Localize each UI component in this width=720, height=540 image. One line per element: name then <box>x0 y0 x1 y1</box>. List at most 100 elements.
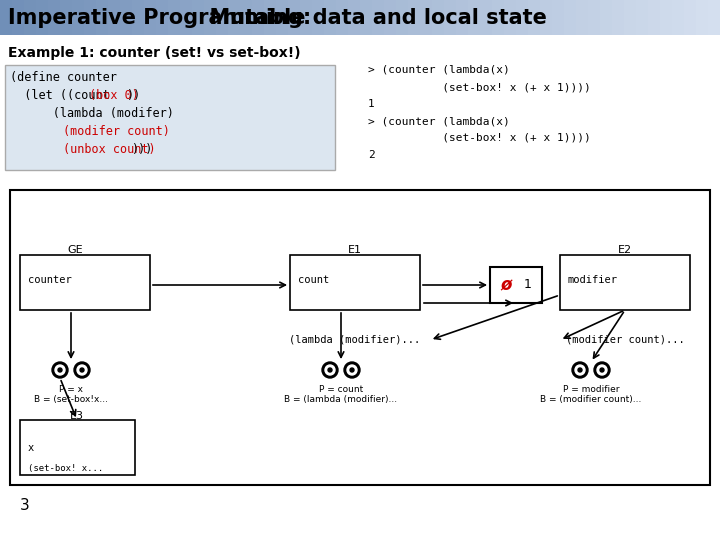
Bar <box>588 0 601 35</box>
Bar <box>192 0 205 35</box>
Bar <box>468 0 481 35</box>
Bar <box>636 0 649 35</box>
Bar <box>300 0 313 35</box>
Bar <box>120 0 133 35</box>
Circle shape <box>77 365 87 375</box>
Text: (set-box! x (+ x 1)))): (set-box! x (+ x 1)))) <box>368 82 590 92</box>
Bar <box>396 0 409 35</box>
Bar <box>612 0 625 35</box>
Bar <box>444 0 457 35</box>
Circle shape <box>344 362 360 378</box>
Text: > (counter (lambda(x): > (counter (lambda(x) <box>368 65 510 75</box>
Text: P = modifier
B = (modifier count)...: P = modifier B = (modifier count)... <box>540 385 642 404</box>
Bar <box>312 0 325 35</box>
Bar <box>108 0 121 35</box>
FancyBboxPatch shape <box>10 190 710 485</box>
Text: Example 1: counter (set! vs set-box!): Example 1: counter (set! vs set-box!) <box>8 46 301 60</box>
Text: E3: E3 <box>70 411 84 421</box>
FancyBboxPatch shape <box>20 420 135 475</box>
FancyBboxPatch shape <box>290 255 420 310</box>
Text: )): )) <box>126 89 140 102</box>
Bar <box>684 0 697 35</box>
Bar <box>60 0 73 35</box>
Text: (unbox count): (unbox count) <box>63 143 156 156</box>
Text: 1: 1 <box>524 279 532 292</box>
Bar <box>132 0 145 35</box>
Bar <box>72 0 85 35</box>
Text: GE: GE <box>67 245 83 255</box>
Text: 1: 1 <box>368 99 374 109</box>
Bar <box>624 0 637 35</box>
Bar <box>456 0 469 35</box>
Bar <box>84 0 97 35</box>
Bar <box>324 0 337 35</box>
Bar <box>348 0 361 35</box>
Bar <box>168 0 181 35</box>
Bar <box>540 0 553 35</box>
Circle shape <box>80 368 84 372</box>
Bar <box>180 0 193 35</box>
Circle shape <box>328 368 332 372</box>
Bar <box>156 0 169 35</box>
Circle shape <box>597 365 607 375</box>
Bar <box>204 0 217 35</box>
Bar <box>24 0 37 35</box>
Bar <box>0 0 13 35</box>
Bar <box>144 0 157 35</box>
Circle shape <box>578 368 582 372</box>
Bar <box>96 0 109 35</box>
Bar <box>492 0 505 35</box>
Bar <box>384 0 397 35</box>
Text: Mutable data and local state: Mutable data and local state <box>195 8 547 28</box>
Bar <box>480 0 493 35</box>
Text: counter: counter <box>28 275 72 285</box>
Text: E1: E1 <box>348 245 362 255</box>
Bar <box>360 0 373 35</box>
Text: > (counter (lambda(x): > (counter (lambda(x) <box>368 116 510 126</box>
Bar <box>372 0 385 35</box>
Circle shape <box>322 362 338 378</box>
Circle shape <box>350 368 354 372</box>
Bar <box>564 0 577 35</box>
Text: E2: E2 <box>618 245 632 255</box>
Bar <box>240 0 253 35</box>
FancyBboxPatch shape <box>5 65 335 170</box>
Bar <box>276 0 289 35</box>
Circle shape <box>325 365 335 375</box>
FancyBboxPatch shape <box>0 0 720 35</box>
Text: (set-box! x (+ x 1)))): (set-box! x (+ x 1)))) <box>368 133 590 143</box>
Text: count: count <box>298 275 329 285</box>
Bar <box>264 0 277 35</box>
Bar <box>48 0 61 35</box>
Bar <box>672 0 685 35</box>
Bar <box>228 0 241 35</box>
Text: ø: ø <box>500 276 511 294</box>
FancyBboxPatch shape <box>560 255 690 310</box>
Bar <box>408 0 421 35</box>
Text: P = x
B = (set-box!x...: P = x B = (set-box!x... <box>34 385 108 404</box>
Bar <box>552 0 565 35</box>
Circle shape <box>575 365 585 375</box>
Bar <box>528 0 541 35</box>
Text: (modifer count): (modifer count) <box>63 125 170 138</box>
Circle shape <box>55 365 65 375</box>
Bar <box>36 0 49 35</box>
Text: Imperative Programming:: Imperative Programming: <box>8 8 311 28</box>
Circle shape <box>572 362 588 378</box>
FancyBboxPatch shape <box>490 267 542 303</box>
Bar <box>252 0 265 35</box>
Text: (define counter: (define counter <box>10 71 117 84</box>
Bar <box>660 0 673 35</box>
Circle shape <box>58 368 62 372</box>
Text: modifier: modifier <box>568 275 618 285</box>
Bar <box>576 0 589 35</box>
Bar <box>420 0 433 35</box>
Circle shape <box>74 362 90 378</box>
Bar <box>216 0 229 35</box>
Text: (set-box! x...: (set-box! x... <box>28 463 103 472</box>
Circle shape <box>52 362 68 378</box>
Text: (lambda (modifier)...: (lambda (modifier)... <box>289 335 420 345</box>
Circle shape <box>347 365 357 375</box>
Bar <box>648 0 661 35</box>
Text: P = count
B = (lambda (modifier)...: P = count B = (lambda (modifier)... <box>284 385 397 404</box>
